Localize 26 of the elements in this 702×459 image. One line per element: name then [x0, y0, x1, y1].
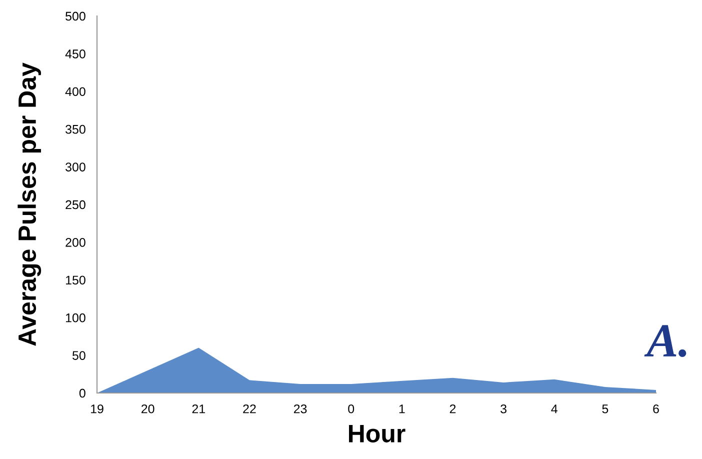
x-tick-label: 23 [294, 404, 307, 414]
y-tick-label: 500 [66, 12, 86, 21]
y-tick-label: 450 [65, 50, 86, 58]
y-tick-label: 300 [66, 162, 86, 172]
x-tick-label: 4 [551, 404, 558, 414]
y-tick-label: 150 [66, 276, 86, 285]
y-tick-label: 250 [66, 200, 86, 210]
x-tick-label: 20 [141, 404, 154, 414]
x-tick-label: 3 [500, 404, 506, 414]
y-tick-label: 100 [66, 313, 86, 322]
annotation: A. [644, 325, 686, 358]
x-tick-label: 5 [602, 404, 608, 414]
x-tick-label: 0 [348, 404, 354, 414]
x-tick-label: 6 [653, 404, 659, 414]
x-tick-label: 1 [399, 404, 405, 414]
y-tick-label: 200 [66, 238, 86, 247]
x-tick-label: 19 [91, 404, 104, 414]
x-tick-label: 2 [450, 404, 456, 414]
x-tick-label: 21 [192, 404, 205, 414]
x-axis-title: Hour [349, 425, 406, 442]
x-tick-label: 22 [243, 404, 256, 414]
y-tick-label: 0 [79, 388, 86, 398]
y-tick-label: 50 [72, 351, 86, 360]
y-tick-label: 400 [65, 87, 86, 96]
y-tick-label: 350 [66, 124, 86, 134]
y-axis-title: Average Pulses per Day [18, 62, 42, 346]
